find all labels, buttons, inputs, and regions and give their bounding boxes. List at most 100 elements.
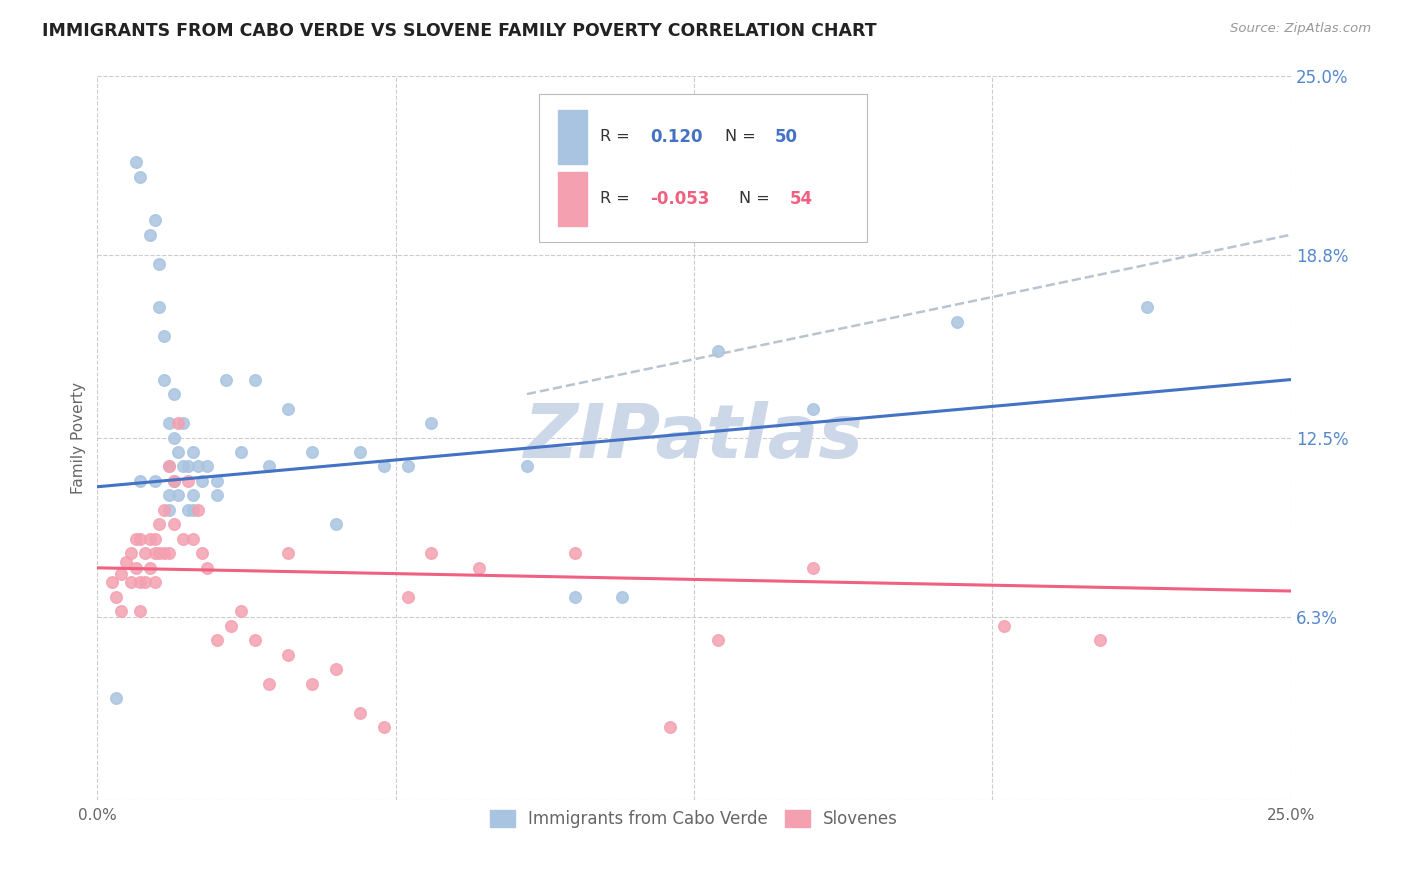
Text: 0.120: 0.120 [650, 128, 703, 145]
Point [181, 488, 204, 502]
Point [129, 575, 152, 590]
Point [195, 459, 218, 474]
Point [143, 575, 166, 590]
Point [153, 546, 176, 560]
Point [564, 546, 586, 560]
Point [349, 706, 371, 720]
Point [153, 503, 176, 517]
Text: ZIPatlas: ZIPatlas [524, 401, 865, 474]
Point [301, 676, 323, 690]
Y-axis label: Family Poverty: Family Poverty [72, 382, 86, 493]
Point [420, 546, 443, 560]
Point [993, 619, 1015, 633]
Point [229, 445, 252, 459]
Point [349, 445, 371, 459]
FancyBboxPatch shape [538, 94, 868, 242]
Text: 54: 54 [789, 190, 813, 208]
Point [396, 459, 419, 474]
Point [301, 445, 323, 459]
Point [373, 720, 395, 734]
Point [277, 546, 299, 560]
Text: IMMIGRANTS FROM CABO VERDE VS SLOVENE FAMILY POVERTY CORRELATION CHART: IMMIGRANTS FROM CABO VERDE VS SLOVENE FA… [42, 22, 877, 40]
Point [120, 575, 142, 590]
Point [396, 590, 419, 604]
Point [148, 546, 170, 560]
Point [129, 474, 152, 488]
Point [177, 474, 200, 488]
Point [110, 604, 132, 618]
Point [468, 561, 491, 575]
Point [124, 532, 146, 546]
Point [243, 373, 266, 387]
Point [177, 459, 200, 474]
Point [1088, 633, 1111, 648]
Point [129, 604, 152, 618]
Point [110, 566, 132, 581]
Point [1136, 300, 1159, 314]
Point [177, 503, 200, 517]
Point [187, 459, 209, 474]
Point [105, 691, 128, 706]
Point [124, 561, 146, 575]
Point [172, 532, 194, 546]
Point [153, 329, 176, 343]
Point [277, 648, 299, 662]
Point [157, 459, 180, 474]
Point [195, 561, 218, 575]
Point [172, 416, 194, 430]
FancyBboxPatch shape [558, 110, 586, 163]
Point [139, 532, 162, 546]
Point [143, 213, 166, 227]
Point [612, 590, 634, 604]
Point [163, 474, 186, 488]
Point [153, 373, 176, 387]
Point [659, 720, 682, 734]
Point [801, 401, 824, 416]
Text: -0.053: -0.053 [650, 190, 709, 208]
Point [105, 590, 128, 604]
Point [205, 474, 228, 488]
Text: N =: N = [725, 129, 761, 145]
Point [181, 503, 204, 517]
Point [148, 257, 170, 271]
Point [257, 676, 280, 690]
Point [163, 517, 186, 532]
FancyBboxPatch shape [558, 172, 586, 226]
Text: R =: R = [600, 129, 634, 145]
Point [564, 590, 586, 604]
Point [167, 416, 190, 430]
Point [134, 575, 156, 590]
Point [191, 546, 214, 560]
Point [181, 445, 204, 459]
Point [139, 561, 162, 575]
Point [157, 459, 180, 474]
Point [157, 488, 180, 502]
Point [157, 503, 180, 517]
Point [277, 401, 299, 416]
Point [801, 561, 824, 575]
Point [219, 619, 242, 633]
Point [215, 373, 238, 387]
Text: N =: N = [740, 192, 775, 206]
Point [100, 575, 122, 590]
Point [163, 387, 186, 401]
Point [516, 459, 538, 474]
Point [945, 315, 967, 329]
Point [181, 532, 204, 546]
Point [120, 546, 142, 560]
Point [115, 555, 138, 569]
Text: Source: ZipAtlas.com: Source: ZipAtlas.com [1230, 22, 1371, 36]
Point [167, 445, 190, 459]
Point [707, 633, 730, 648]
Point [191, 474, 214, 488]
Point [157, 546, 180, 560]
Point [205, 633, 228, 648]
Point [129, 532, 152, 546]
Point [129, 169, 152, 184]
Text: R =: R = [600, 192, 634, 206]
Point [143, 474, 166, 488]
Point [205, 488, 228, 502]
Point [157, 416, 180, 430]
Point [229, 604, 252, 618]
Point [124, 155, 146, 169]
